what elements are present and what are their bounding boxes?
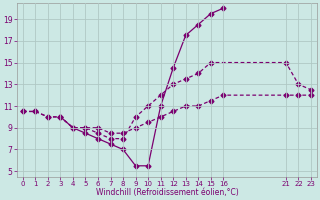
X-axis label: Windchill (Refroidissement éolien,°C): Windchill (Refroidissement éolien,°C) [96,188,238,197]
